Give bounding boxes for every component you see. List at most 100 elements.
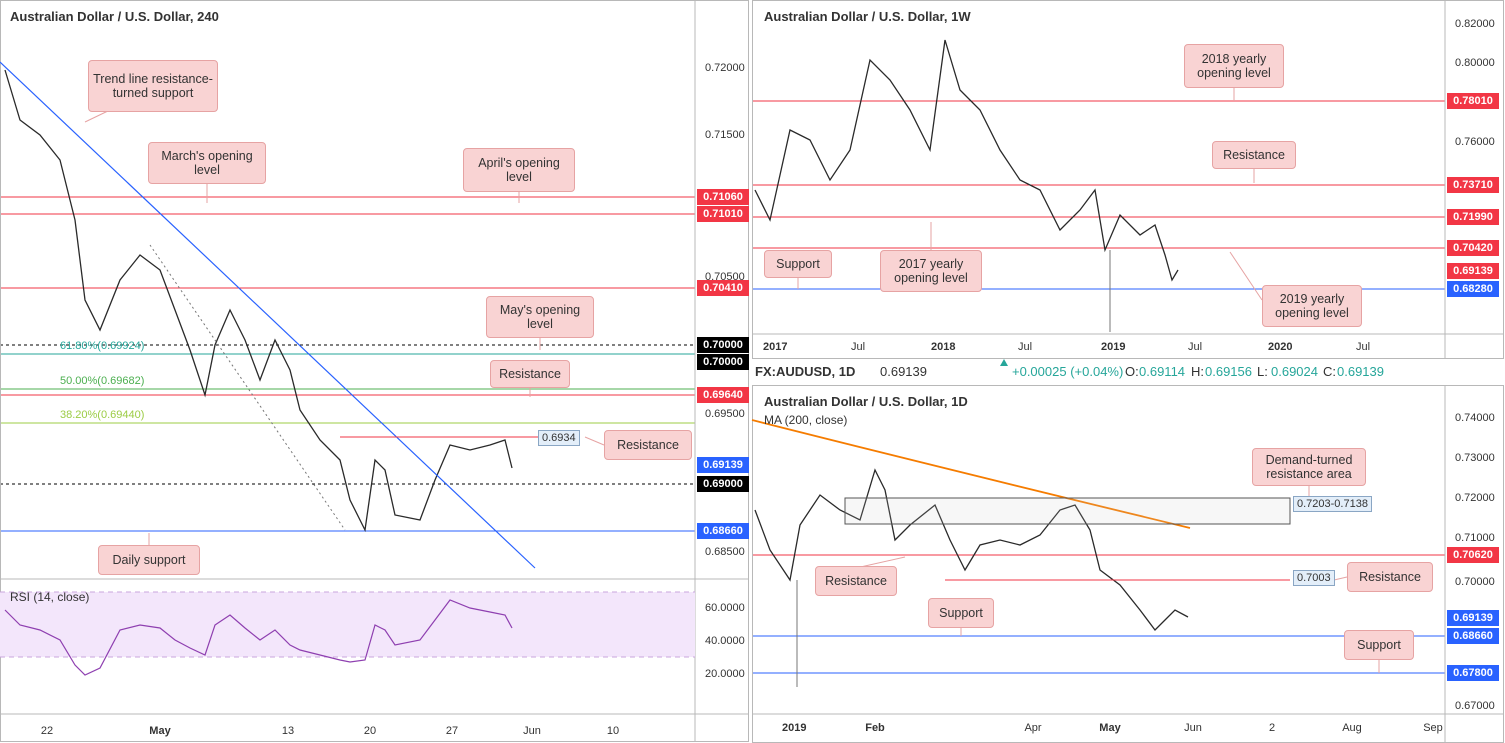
callout: 2017 yearly opening level — [880, 250, 982, 292]
callout: Resistance — [815, 566, 897, 596]
price-tag: 0.71010 — [697, 206, 749, 222]
fib-label: 38.20%(0.69440) — [60, 409, 145, 421]
x-axis-label: 13 — [281, 725, 295, 737]
callout: 2018 yearly opening level — [1184, 44, 1284, 88]
price-tick: 0.71000 — [1455, 532, 1495, 544]
ohlc-value: 0.69156 — [1205, 364, 1252, 379]
price-tag: 0.78010 — [1447, 93, 1499, 109]
callout: 2019 yearly opening level — [1262, 285, 1362, 327]
last-price: 0.69139 — [880, 364, 927, 379]
callout: April's opening level — [463, 148, 575, 192]
x-axis-label: 2019 — [1101, 341, 1126, 353]
price-tick: 0.72000 — [705, 62, 745, 74]
price-path — [754, 39, 1179, 282]
indicator-title: RSI (14, close) — [10, 590, 90, 604]
x-axis-label: 22 — [40, 725, 54, 737]
up-arrow-icon — [1000, 359, 1008, 366]
price-tick: 0.73000 — [1455, 452, 1495, 464]
panel-title: Australian Dollar / U.S. Dollar, 240 — [10, 9, 219, 24]
x-axis-label: May — [149, 725, 171, 737]
price-tag: 0.69139 — [1447, 263, 1499, 279]
price-path — [754, 468, 1189, 631]
ohlc-label: H: — [1191, 364, 1204, 379]
price-tag: 0.69139 — [697, 457, 749, 473]
x-axis-label: 2020 — [1268, 341, 1293, 353]
ohlc-label: C: — [1323, 364, 1336, 379]
x-axis-label: May — [1099, 722, 1121, 734]
callout: Support — [1344, 630, 1414, 660]
price-tag: 0.70000 — [697, 337, 749, 353]
price-tag: 0.71060 — [697, 189, 749, 205]
x-axis-label: Aug — [1342, 722, 1362, 734]
price-tick: 0.71500 — [705, 129, 745, 141]
callout: Resistance — [490, 360, 570, 388]
callout: Support — [928, 598, 994, 628]
price-tag: 0.71990 — [1447, 209, 1499, 225]
indicator-tick: 60.0000 — [705, 602, 745, 614]
callout: Trend line resistance-turned support — [88, 60, 218, 112]
ohlc-label: L: — [1257, 364, 1268, 379]
price-tick: 0.68500 — [705, 546, 745, 558]
panel-frame — [752, 0, 1504, 359]
price-tag: 0.70410 — [697, 280, 749, 296]
price-tick: 0.76000 — [1455, 136, 1495, 148]
price-tag: 0.70420 — [1447, 240, 1499, 256]
ohlc-value: 0.69114 — [1139, 364, 1186, 379]
callout: Daily support — [98, 545, 200, 575]
x-axis-label: Jul — [1017, 341, 1033, 353]
price-tag: 0.70000 — [697, 354, 749, 370]
callout: Demand-turned resistance area — [1252, 448, 1366, 486]
callout: May's opening level — [486, 296, 594, 338]
resistance-area — [844, 497, 1291, 525]
x-axis-label: Jul — [1187, 341, 1203, 353]
ohlc-value: 0.69139 — [1337, 364, 1384, 379]
x-axis-label: Sep — [1423, 722, 1443, 734]
indicator-tick: 20.0000 — [705, 668, 745, 680]
price-tag: 0.67800 — [1447, 665, 1499, 681]
panel-title: Australian Dollar / U.S. Dollar, 1D — [764, 394, 968, 409]
x-axis-label: Jul — [1355, 341, 1371, 353]
price-tick: 0.70000 — [1455, 576, 1495, 588]
moving-average — [751, 419, 1191, 529]
indicator-tick: 40.0000 — [705, 635, 745, 647]
price-tick: 0.67000 — [1455, 700, 1495, 712]
rsi-band — [0, 592, 695, 657]
rsi-line — [4, 599, 513, 676]
price-tag: 0.68280 — [1447, 281, 1499, 297]
ohlc-value: 0.69024 — [1271, 364, 1318, 379]
level-label: 0.6934 — [538, 430, 580, 446]
callout: March's opening level — [148, 142, 266, 184]
fib-label: 61.80%(0.69924) — [60, 340, 145, 352]
price-tag: 0.69000 — [697, 476, 749, 492]
x-axis-label: 10 — [606, 725, 620, 737]
price-path — [4, 69, 513, 533]
x-axis-label: Jul — [850, 341, 866, 353]
price-tick: 0.72000 — [1455, 492, 1495, 504]
price-tick: 0.80000 — [1455, 57, 1495, 69]
price-tick: 0.74000 — [1455, 412, 1495, 424]
price-tag: 0.69640 — [697, 387, 749, 403]
panel-title: Australian Dollar / U.S. Dollar, 1W — [764, 9, 971, 24]
level-label: 0.7003 — [1293, 570, 1335, 586]
x-axis-label: 2017 — [763, 341, 788, 353]
callout: Resistance — [1347, 562, 1433, 592]
price-tag: 0.70620 — [1447, 547, 1499, 563]
x-axis-label: 2 — [1268, 722, 1276, 734]
price-tag: 0.69139 — [1447, 610, 1499, 626]
callout-pointers — [84, 88, 1380, 673]
x-axis-label: Feb — [865, 722, 885, 734]
x-axis-label: 27 — [445, 725, 459, 737]
indicator-title: MA (200, close) — [764, 413, 848, 427]
ohlc-label: O: — [1125, 364, 1139, 379]
symbol: FX:AUDUSD, 1D — [755, 364, 856, 379]
fib-label: 50.00%(0.69682) — [60, 375, 145, 387]
price-tag: 0.73710 — [1447, 177, 1499, 193]
callout: Resistance — [604, 430, 692, 460]
price-change: +0.00025 (+0.04%) — [1012, 364, 1124, 379]
price-tick: 0.69500 — [705, 408, 745, 420]
price-tick: 0.82000 — [1455, 18, 1495, 30]
x-axis-label: 2018 — [931, 341, 956, 353]
price-tag: 0.68660 — [697, 523, 749, 539]
